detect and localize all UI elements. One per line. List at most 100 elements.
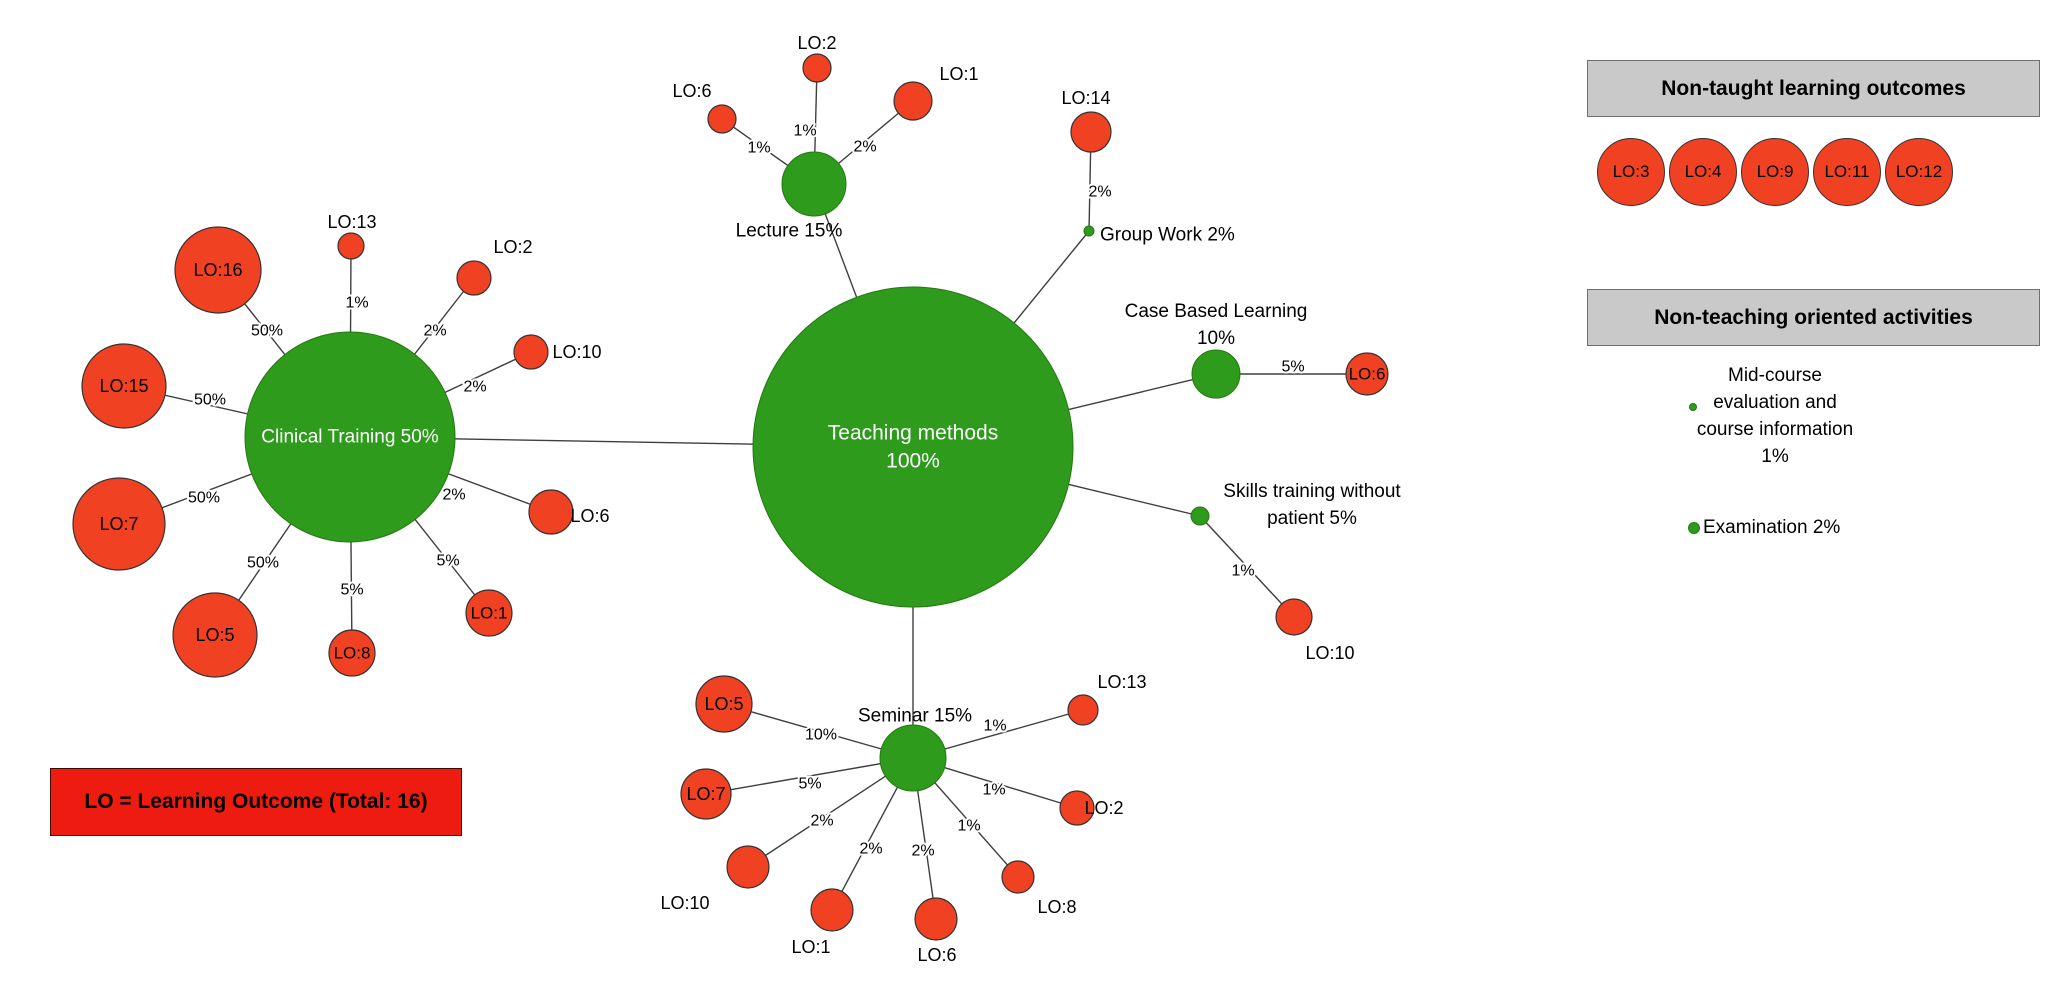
edge-label-seminar-se8: 1%	[957, 818, 980, 835]
edge-label-seminar-se13: 1%	[983, 718, 1006, 735]
node-l2-label: LO:2	[797, 33, 836, 53]
node-se2-label: LO:2	[1084, 798, 1123, 818]
node-clinical-circle	[244, 331, 456, 543]
lo-badge-label: LO:4	[1684, 162, 1722, 181]
node-c5-label: LO:5	[195, 625, 234, 645]
node-c10-circle	[513, 334, 549, 370]
edge-label-seminar-se1: 2%	[859, 841, 882, 858]
node-se5-circle	[695, 675, 753, 733]
node-g14-circle	[1070, 111, 1112, 153]
node-se10-label: LO:10	[660, 893, 709, 913]
node-c8-label: LO:8	[334, 644, 371, 663]
edge-label-lecture-l2: 1%	[793, 123, 816, 140]
node-l1-circle	[893, 81, 933, 121]
node-se1-label: LO:1	[791, 937, 830, 957]
edge-label-clinical-c2: 2%	[423, 323, 446, 340]
node-c15-circle	[81, 343, 167, 429]
edge-label-clinical-c16: 50%	[251, 323, 283, 340]
node-c16-label: LO:16	[193, 260, 242, 280]
node-se10-circle	[726, 845, 770, 889]
node-l2-circle	[802, 53, 832, 83]
node-cb6-circle	[1345, 352, 1389, 396]
node-c6-label: LO:6	[570, 506, 609, 526]
node-se6-label: LO:6	[917, 945, 956, 965]
non-teaching-header-label: Non-teaching oriented activities	[1654, 305, 1973, 329]
node-teaching-label: Teaching methods 100%	[828, 422, 998, 473]
node-c1-circle	[465, 589, 513, 637]
node-cbl-label: Case Based Learning 10%	[1125, 301, 1308, 349]
node-skills-label: Skills training without patient 5%	[1223, 481, 1401, 529]
edge-label-lecture-l6: 1%	[747, 140, 770, 157]
lo-badge-11: LO:11	[1813, 138, 1881, 206]
edge-label-clinical-c10: 2%	[463, 379, 486, 396]
node-se5-label: LO:5	[704, 694, 743, 714]
edge-label-clinical-c15: 50%	[194, 392, 226, 409]
edge-label-seminar-se2: 1%	[982, 782, 1005, 799]
edge-label-clinical-c7: 50%	[188, 490, 220, 507]
lo-badge-3: LO:3	[1597, 138, 1665, 206]
examination-label: Examination 2%	[1703, 517, 1841, 538]
edge-label-clinical-c1: 5%	[436, 553, 459, 570]
node-c13-circle	[337, 232, 365, 260]
node-c2-label: LO:2	[493, 237, 532, 257]
edge-label-skills-s10: 1%	[1231, 563, 1254, 580]
node-c7-label: LO:7	[99, 514, 138, 534]
node-l6-circle	[707, 104, 737, 134]
node-cbl-circle	[1191, 349, 1241, 399]
lo-badge-label: LO:11	[1824, 162, 1870, 181]
edge-label-seminar-se7: 5%	[798, 776, 821, 793]
non-teaching-header: Non-teaching oriented activities	[1587, 289, 2040, 346]
node-skills-circle	[1190, 506, 1210, 526]
midcourse-percent: 1%	[1761, 446, 1789, 467]
non-taught-header: Non-taught learning outcomes	[1587, 60, 2040, 117]
midcourse-activity: Mid-course evaluation and course informa…	[1640, 362, 1910, 470]
edge-label-clinical-c5: 50%	[247, 555, 279, 572]
node-s10-label: LO:10	[1305, 643, 1354, 663]
edge-label-seminar-se5: 10%	[805, 727, 837, 744]
node-c6-circle	[528, 489, 574, 535]
node-c7-circle	[72, 477, 166, 571]
examination-activity: Examination 2%	[1688, 517, 1840, 539]
node-se13-circle	[1067, 694, 1099, 726]
node-lecture-circle	[781, 151, 847, 217]
node-se8-circle	[1001, 860, 1035, 894]
node-c10-label: LO:10	[552, 342, 601, 362]
node-l6-label: LO:6	[672, 81, 711, 101]
node-c15-label: LO:15	[99, 376, 148, 396]
node-lecture-label: Lecture 15%	[736, 221, 843, 242]
node-groupwork-circle	[1083, 225, 1095, 237]
node-se7-circle	[680, 768, 732, 820]
node-s10-circle	[1275, 598, 1313, 636]
node-groupwork-label: Group Work 2%	[1100, 225, 1235, 246]
lo-badge-4: LO:4	[1669, 138, 1737, 206]
edge-label-clinical-c8: 5%	[340, 582, 363, 599]
lo-badge-12: LO:12	[1885, 138, 1953, 206]
non-taught-lo-row: LO:3 LO:4 LO:9 LO:11 LO:12	[1597, 138, 1953, 206]
examination-node-dot-icon	[1688, 522, 1700, 534]
node-se8-label: LO:8	[1037, 897, 1076, 917]
lo-badge-label: LO:3	[1612, 162, 1650, 181]
edge-label-clinical-c13: 1%	[345, 295, 368, 312]
edge-label-seminar-se6: 2%	[911, 843, 934, 860]
node-c16-circle	[174, 226, 262, 314]
edge-label-seminar-se10: 2%	[810, 813, 833, 830]
edge-label-cbl-cb6: 5%	[1281, 359, 1304, 376]
node-seminar-label: Seminar 15%	[858, 706, 972, 727]
midcourse-node-dot-icon	[1689, 403, 1697, 411]
edge-label-clinical-c6: 2%	[442, 487, 465, 504]
node-se13-label: LO:13	[1097, 672, 1146, 692]
node-c8-circle	[328, 629, 376, 677]
legend-label: LO = Learning Outcome (Total: 16)	[84, 790, 428, 813]
node-c5-circle	[172, 592, 258, 678]
node-teaching-circle	[752, 286, 1074, 608]
node-se7-label: LO:7	[686, 784, 725, 804]
node-cb6-label: LO:6	[1349, 365, 1386, 384]
node-se2-circle	[1059, 790, 1095, 826]
edge-label-groupwork-g14: 2%	[1088, 184, 1111, 201]
legend-box: LO = Learning Outcome (Total: 16)	[50, 768, 462, 836]
node-c2-circle	[456, 260, 492, 296]
lo-badge-9: LO:9	[1741, 138, 1809, 206]
node-seminar-circle	[879, 724, 947, 792]
